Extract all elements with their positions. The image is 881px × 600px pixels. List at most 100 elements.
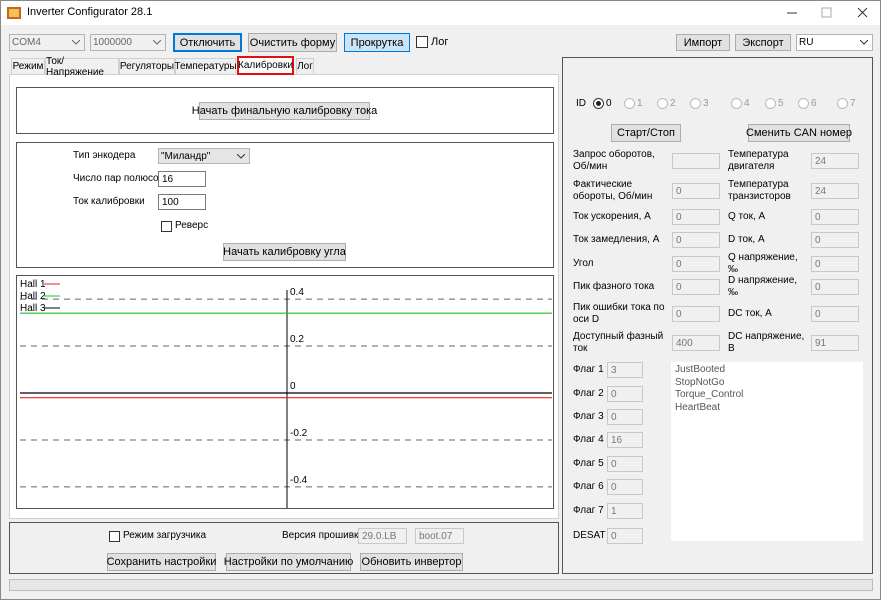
field-label: Фактические обороты, Об/мин [573, 179, 653, 202]
legend-label: Hall 1 [20, 279, 46, 290]
tab[interactable]: Регуляторы [119, 58, 175, 74]
final-calibration-button[interactable]: Начать финальную калибровку тока [192, 102, 377, 120]
defaults-button[interactable]: Настройки по умолчанию [224, 553, 353, 571]
bottom-group [9, 522, 559, 574]
id-radio[interactable] [657, 98, 668, 109]
id-radio[interactable] [731, 98, 742, 109]
id-radio-label: 2 [670, 98, 676, 109]
flag-label: Флаг 2 [573, 388, 604, 399]
angle-calibration-button[interactable]: Начать калибровку угла [223, 243, 346, 261]
tab[interactable]: Ток/Напряжение [45, 56, 119, 78]
field-value: 400 [672, 335, 720, 351]
app-icon [7, 7, 21, 19]
flag-item: Torque_Control [675, 389, 744, 400]
update-button[interactable]: Обновить инвертор [360, 553, 463, 571]
flag-item: JustBooted [675, 364, 726, 375]
field-value: 0 [811, 279, 859, 295]
id-radio-label: 3 [703, 98, 709, 109]
change-can-button[interactable]: Сменить CAN номер [746, 124, 852, 142]
window-controls[interactable] [781, 1, 880, 25]
flag-value: 0 [607, 409, 643, 425]
id-radio-label: 0 [606, 98, 612, 109]
field-value [672, 153, 720, 169]
flag-value: 16 [607, 432, 643, 448]
field-value: 0 [672, 256, 720, 272]
y-tick-label: -0.2 [290, 428, 308, 439]
id-radio-label: 4 [744, 98, 750, 109]
flag-value: 3 [607, 362, 643, 378]
tab[interactable]: Калибровки [237, 56, 294, 75]
id-radio[interactable] [690, 98, 701, 109]
field-value: 0 [811, 209, 859, 225]
field-label: DC напряжение, В [728, 331, 805, 354]
field-label: Q ток, А [728, 211, 766, 222]
field-value: 0 [672, 306, 720, 322]
firmware-field: 29.0.LB [358, 528, 407, 544]
flag-list [671, 362, 863, 541]
port-value: COM4 [12, 37, 41, 48]
reverse-checkbox[interactable] [161, 221, 172, 232]
bootloader-checkbox[interactable] [109, 531, 120, 542]
flag-item: HeartBeat [675, 401, 721, 413]
tab[interactable]: Лог [296, 58, 314, 74]
encoder-type-value: "Миландр" [161, 150, 211, 162]
progress-bar [9, 579, 873, 591]
port-combo[interactable]: COM4 [9, 34, 85, 51]
field-label: Доступный фазный ток [573, 331, 664, 354]
field-value: 0 [672, 232, 720, 248]
field-value: 24 [811, 153, 859, 169]
language-combo[interactable]: RU [796, 34, 873, 51]
encoder-type-combo[interactable]: "Миландр" [158, 148, 250, 164]
language-value: RU [799, 37, 814, 48]
flag-label: Флаг 3 [573, 411, 604, 422]
y-tick-label: -0.4 [290, 475, 308, 486]
field-value: 24 [811, 183, 859, 199]
import-button[interactable]: Импорт [676, 34, 730, 51]
title-bar: Inverter Configurator 28.1 [1, 1, 880, 25]
field-label: Q напряжение, ‰ [728, 252, 798, 275]
flag-value: 0 [607, 386, 643, 402]
pole-pairs-input[interactable]: 16 [158, 171, 206, 187]
field-label: Запрос оборотов, Об/мин [573, 149, 655, 172]
flag-item: StopNotGo [675, 376, 725, 388]
export-button[interactable]: Экспорт [735, 34, 791, 51]
flag-label: DESAT [573, 530, 606, 541]
y-tick-label: 0.2 [290, 334, 304, 345]
id-radio[interactable] [593, 98, 604, 109]
log-checkbox[interactable] [416, 36, 428, 48]
id-radio-label: 7 [850, 98, 856, 109]
id-radio-label: 5 [778, 98, 784, 109]
tab[interactable]: Температуры [174, 58, 237, 74]
field-label: DC ток, А [728, 308, 772, 319]
flag-value: 0 [607, 528, 643, 544]
save-button[interactable]: Сохранить настройки [107, 553, 216, 571]
disconnect-button[interactable]: Отключить [173, 33, 242, 52]
flag-label: Флаг 1 [573, 364, 604, 375]
field-label: Температура двигателя [728, 149, 789, 172]
clear-button[interactable]: Очистить форму [248, 33, 337, 52]
start-stop-button[interactable]: Старт/Стоп [611, 124, 681, 142]
id-radio[interactable] [837, 98, 848, 109]
firmware-label: Версия прошивки [282, 530, 364, 541]
field-label: Пик ошибки тока по оси D [573, 302, 665, 325]
legend-label: Hall 3 [20, 303, 46, 314]
id-radio[interactable] [798, 98, 809, 109]
pole-pairs-label: Число пар полюсов [73, 173, 164, 184]
baud-combo[interactable]: 1000000 [90, 34, 166, 51]
flag-label: Флаг 5 [573, 458, 604, 469]
y-tick-label: 0.4 [290, 287, 304, 298]
scroll-button[interactable]: Прокрутка [344, 33, 410, 52]
field-label: D ток, А [728, 234, 765, 245]
final-calibration-group [16, 87, 554, 134]
flag-label: Флаг 4 [573, 434, 604, 445]
calib-current-input[interactable]: 100 [158, 194, 206, 210]
id-radio-label: 1 [637, 98, 643, 109]
field-label: Ток ускорения, А [573, 211, 651, 222]
reverse-label: Реверс [175, 220, 209, 231]
field-value: 0 [811, 256, 859, 272]
id-radio[interactable] [765, 98, 776, 109]
field-value: 0 [672, 279, 720, 295]
id-radio[interactable] [624, 98, 635, 109]
tab[interactable]: Режим [11, 58, 45, 74]
